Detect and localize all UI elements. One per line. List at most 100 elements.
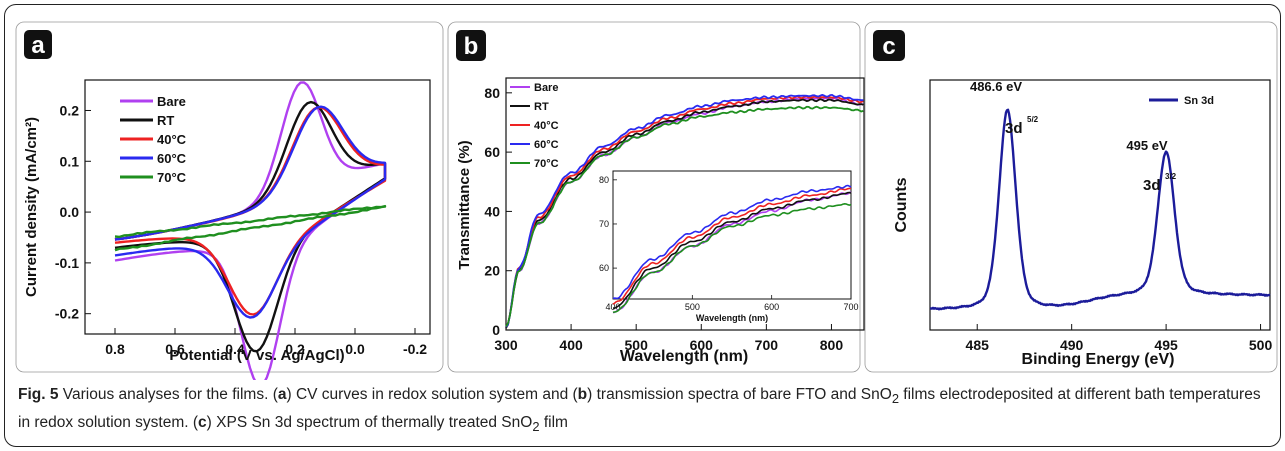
legend-label-a: RT <box>157 113 174 128</box>
ytick-label-b: 40 <box>484 203 500 219</box>
xtick-label-a: 0.6 <box>165 341 185 357</box>
panel-b-badge-label: b <box>464 33 479 60</box>
caption-ref-b: b <box>577 386 588 403</box>
annotation-peak1-sup: 5/2 <box>1027 115 1039 124</box>
caption-ref-c: c <box>198 414 207 432</box>
ylabel-c: Counts <box>893 177 910 232</box>
xlabel-a: Potential (V vs. Ag/AgCl) <box>169 347 344 364</box>
ytick-label-b: 0 <box>492 322 500 338</box>
caption-text-4: films electrodeposited at different bath… <box>18 386 1261 432</box>
figure-panels: a 0.8 0.6 0.4 0.2 0.0 -0.2 -0.2 -0.1 0.0 0.1 0.2 Ba… <box>15 21 1278 380</box>
xtick-label-c: 500 <box>1249 337 1273 353</box>
caption-text-3: ) transmission spectra of bare FTO and S… <box>587 386 892 403</box>
inset-curve-rt <box>612 191 852 309</box>
legend-label-a: Bare <box>157 94 186 109</box>
cv-curve-70c <box>114 204 387 252</box>
legend-label-b: Bare <box>534 82 558 94</box>
panel-b-border <box>447 21 861 373</box>
panel-c-badge-label: c <box>882 33 895 60</box>
figure-frame <box>4 4 1281 447</box>
trans-curve-70c <box>505 105 864 327</box>
xlabel-c: Binding Energy (eV) <box>1022 351 1175 368</box>
caption-sub-1: 2 <box>891 391 899 407</box>
xtick-label-a: -0.2 <box>403 341 427 357</box>
annotation-peak2-orbital: 3d <box>1143 177 1161 194</box>
xtick-label-a: 0.8 <box>105 341 125 357</box>
caption-text-6: film <box>539 414 568 432</box>
ytick-label-a: 0.2 <box>60 102 80 118</box>
ytick-label-a: 0.0 <box>60 204 80 220</box>
inset-ytick-label: 70 <box>599 219 609 229</box>
xtick-label-b: 600 <box>690 337 714 353</box>
panel-a: a 0.8 0.6 0.4 0.2 0.0 -0.2 -0.2 -0.1 0.0 0.1 0.2 Ba… <box>15 21 444 380</box>
panel-a-badge <box>24 30 52 59</box>
annotation-peak1-orbital: 3d <box>1005 120 1023 137</box>
plot-a-frame <box>84 79 431 335</box>
plot-a: 0.8 0.6 0.4 0.2 0.0 -0.2 -0.2 -0.1 0.0 0.1 0.2 Bare… <box>55 81 427 380</box>
legend-label-b: 70°C <box>534 158 559 170</box>
plot-c-frame <box>929 79 1271 331</box>
figure-caption: Fig. 5 Various analyses for the films. (… <box>18 383 1268 439</box>
inset-frame <box>612 170 852 300</box>
legend-label-b: 40°C <box>534 120 559 132</box>
panel-c-badge <box>873 30 905 61</box>
caption-ref-a: a <box>277 386 287 403</box>
plot-c: 485 490 495 500 Sn 3d 486.6 eV 3d 5/2 495 eV 3d 3/… <box>929 79 1273 353</box>
ylabel-a: Current density (mA/cm²) <box>23 117 40 297</box>
caption-text-1: Various analyses for the films. ( <box>58 386 278 403</box>
caption-text-5: ) XPS Sn 3d spectrum of thermally treate… <box>206 414 533 432</box>
legend-label-b: RT <box>534 101 549 113</box>
xtick-label-c: 485 <box>966 337 990 353</box>
ytick-label-a: -0.1 <box>55 255 79 271</box>
panel-c: c 485 490 495 500 Sn 3d 486.6 eV 3d 5/2 495 eV 3d… <box>864 21 1278 373</box>
ylabel-b: Transmittance (%) <box>456 140 473 269</box>
inset-curve-70c <box>612 203 852 314</box>
inset-xtick-label: 400 <box>605 302 620 312</box>
inset-curve-40c <box>612 187 852 305</box>
caption-sub-2: 2 <box>532 419 540 435</box>
xtick-label-c: 490 <box>1060 337 1084 353</box>
inset-ytick-label: 80 <box>599 175 609 185</box>
plot-b: 300 400 500 600 700 800 0 20 40 60 80 Bare RT 40°C 60°… <box>484 82 864 353</box>
xtick-label-a: 0.2 <box>285 341 305 357</box>
xtick-label-b: 800 <box>820 337 844 353</box>
inset-xtick-label: 600 <box>764 302 779 312</box>
xtick-label-b: 300 <box>494 337 518 353</box>
inset-xlabel: Wavelength (nm) <box>696 313 768 323</box>
trans-curve-rt <box>505 98 864 329</box>
legend-label-c: Sn 3d <box>1184 95 1214 107</box>
legend-label-a: 70°C <box>157 170 187 185</box>
inset-curve-60c <box>612 184 852 300</box>
legend-label-a: 40°C <box>157 132 187 147</box>
cv-curve-60c <box>114 105 387 319</box>
xtick-label-b: 400 <box>559 337 583 353</box>
caption-text-2: ) CV curves in redox solution system and… <box>286 386 578 403</box>
panel-b-badge <box>456 30 486 61</box>
inset-ytick-label: 60 <box>599 263 609 273</box>
annotation-peak1-energy: 486.6 eV <box>970 79 1022 94</box>
panel-b: b 300 400 500 600 700 800 0 20 40 60 80 Bare RT 40°C 6… <box>447 21 865 373</box>
xps-curve-sn3d <box>929 108 1271 311</box>
xlabel-b: Wavelength (nm) <box>620 348 748 365</box>
panel-a-badge-label: a <box>31 32 45 59</box>
xtick-label-a: 0.4 <box>225 341 245 357</box>
xtick-label-c: 495 <box>1154 337 1178 353</box>
ytick-label-b: 20 <box>484 263 500 279</box>
panel-c-border <box>864 21 1278 373</box>
annotation-peak2-energy: 495 eV <box>1126 138 1168 153</box>
legend-label-b: 60°C <box>534 139 559 151</box>
ytick-label-a: -0.2 <box>55 306 79 322</box>
plot-b-frame <box>505 77 865 331</box>
xtick-label-a: 0.0 <box>345 341 365 357</box>
ytick-label-a: 0.1 <box>60 153 80 169</box>
legend-label-a: 60°C <box>157 151 187 166</box>
caption-label: Fig. 5 <box>18 386 59 403</box>
xtick-label-b: 700 <box>755 337 779 353</box>
annotation-peak2-sup: 3/2 <box>1165 172 1177 181</box>
inset-xtick-label: 700 <box>843 302 858 312</box>
ytick-label-b: 80 <box>484 85 500 101</box>
trans-curve-40c <box>505 95 864 328</box>
inset-xtick-label: 500 <box>685 302 700 312</box>
ytick-label-b: 60 <box>484 144 500 160</box>
trans-curve-60c <box>505 94 864 328</box>
